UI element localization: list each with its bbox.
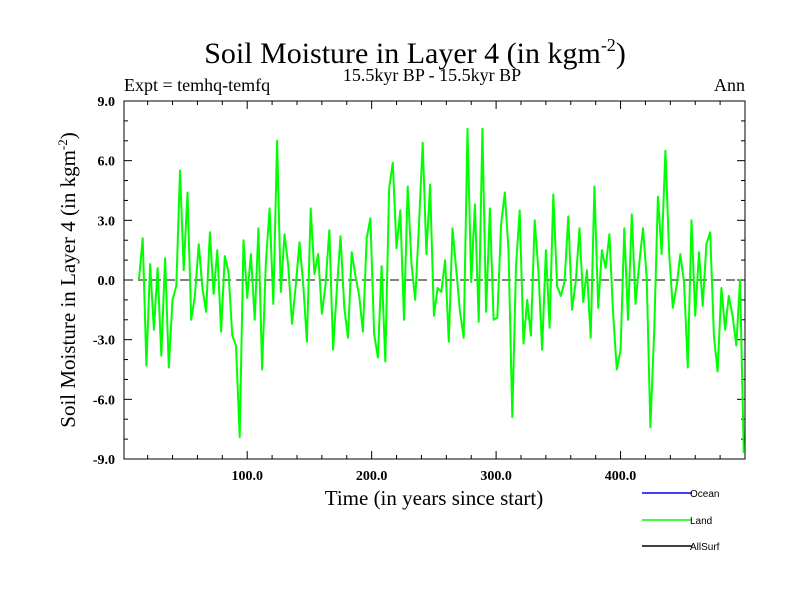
legend-label-land: Land	[690, 516, 712, 527]
x-axis-ticks: 100.0 200.0 300.0 400.0	[147, 101, 721, 484]
y-axis-label-main: Soil Moisture in Layer 4 (in kgm	[56, 150, 80, 428]
x-tick-label: 400.0	[605, 469, 637, 484]
experiment-label: Expt = temhq-temfq	[124, 75, 270, 95]
y-axis-label-suffix: )	[56, 132, 80, 139]
period-label: 15.5kyr BP - 15.5kyr BP	[343, 65, 521, 85]
y-axis-label-superscript: -2	[55, 139, 70, 150]
y-tick-label: -9.0	[93, 453, 115, 468]
y-tick-label: -3.0	[93, 334, 115, 349]
y-tick-label: -6.0	[93, 393, 115, 408]
series-line-land	[137, 127, 745, 454]
chart-title: Soil Moisture in Layer 4 (in kgm-2)	[204, 35, 626, 70]
y-tick-label: 6.0	[98, 155, 116, 170]
y-axis-ticks: -9.0 -6.0 -3.0 0.0 3.0 6.0 9.0	[93, 95, 745, 468]
x-tick-label: 200.0	[356, 469, 388, 484]
legend: Ocean Land AllSurf	[642, 489, 720, 553]
season-label: Ann	[714, 75, 745, 95]
y-axis-label: Soil Moisture in Layer 4 (in kgm-2)	[55, 132, 80, 427]
y-tick-label: 0.0	[98, 274, 116, 289]
legend-label-ocean: Ocean	[690, 489, 719, 500]
x-axis-label: Time (in years since start)	[325, 486, 544, 510]
y-tick-label: 3.0	[98, 214, 116, 229]
y-tick-label: 9.0	[98, 95, 116, 110]
x-tick-label: 100.0	[231, 469, 263, 484]
legend-label-allsurf: AllSurf	[690, 542, 720, 553]
x-tick-label: 300.0	[480, 469, 512, 484]
chart-title-main: Soil Moisture in Layer 4 (in kgm	[204, 37, 601, 70]
chart-title-suffix: )	[616, 37, 626, 70]
chart-title-superscript: -2	[601, 35, 616, 55]
